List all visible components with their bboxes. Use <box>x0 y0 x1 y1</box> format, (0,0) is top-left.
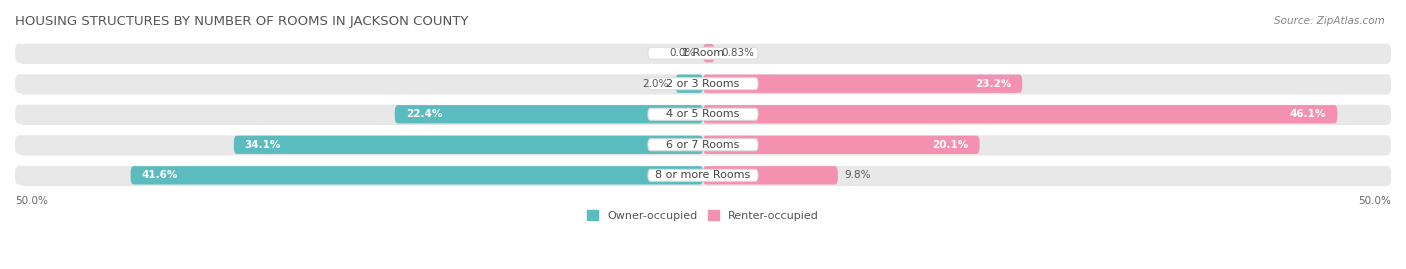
Text: 20.1%: 20.1% <box>932 140 969 150</box>
FancyBboxPatch shape <box>703 166 838 185</box>
Text: HOUSING STRUCTURES BY NUMBER OF ROOMS IN JACKSON COUNTY: HOUSING STRUCTURES BY NUMBER OF ROOMS IN… <box>15 15 468 28</box>
Text: 0.83%: 0.83% <box>721 48 754 58</box>
FancyBboxPatch shape <box>15 44 1391 63</box>
Text: 46.1%: 46.1% <box>1289 109 1326 119</box>
FancyBboxPatch shape <box>648 108 758 120</box>
Text: 23.2%: 23.2% <box>974 79 1011 89</box>
FancyBboxPatch shape <box>15 166 1391 185</box>
FancyBboxPatch shape <box>15 74 1391 93</box>
FancyBboxPatch shape <box>703 136 980 154</box>
Text: 4 or 5 Rooms: 4 or 5 Rooms <box>666 109 740 119</box>
FancyBboxPatch shape <box>395 105 703 123</box>
FancyBboxPatch shape <box>233 136 703 154</box>
Text: 2 or 3 Rooms: 2 or 3 Rooms <box>666 79 740 89</box>
Text: 9.8%: 9.8% <box>845 170 872 180</box>
FancyBboxPatch shape <box>131 166 703 185</box>
Text: 1 Room: 1 Room <box>682 48 724 58</box>
Text: 6 or 7 Rooms: 6 or 7 Rooms <box>666 140 740 150</box>
Text: 34.1%: 34.1% <box>245 140 281 150</box>
Text: 2.0%: 2.0% <box>643 79 669 89</box>
Text: 41.6%: 41.6% <box>142 170 179 180</box>
Text: 0.0%: 0.0% <box>669 48 696 58</box>
FancyBboxPatch shape <box>20 45 1391 64</box>
FancyBboxPatch shape <box>648 78 758 90</box>
FancyBboxPatch shape <box>15 135 1391 154</box>
FancyBboxPatch shape <box>703 105 1337 123</box>
FancyBboxPatch shape <box>648 47 758 59</box>
FancyBboxPatch shape <box>20 106 1391 125</box>
FancyBboxPatch shape <box>20 137 1391 155</box>
FancyBboxPatch shape <box>703 75 1022 93</box>
Text: 8 or more Rooms: 8 or more Rooms <box>655 170 751 180</box>
FancyBboxPatch shape <box>15 105 1391 124</box>
FancyBboxPatch shape <box>20 76 1391 94</box>
FancyBboxPatch shape <box>675 75 703 93</box>
FancyBboxPatch shape <box>648 169 758 181</box>
Text: 22.4%: 22.4% <box>406 109 441 119</box>
Text: 50.0%: 50.0% <box>1358 196 1391 206</box>
Text: 50.0%: 50.0% <box>15 196 48 206</box>
Text: Source: ZipAtlas.com: Source: ZipAtlas.com <box>1274 16 1385 26</box>
FancyBboxPatch shape <box>648 139 758 151</box>
FancyBboxPatch shape <box>20 167 1391 186</box>
Legend: Owner-occupied, Renter-occupied: Owner-occupied, Renter-occupied <box>582 206 824 225</box>
FancyBboxPatch shape <box>703 44 714 62</box>
